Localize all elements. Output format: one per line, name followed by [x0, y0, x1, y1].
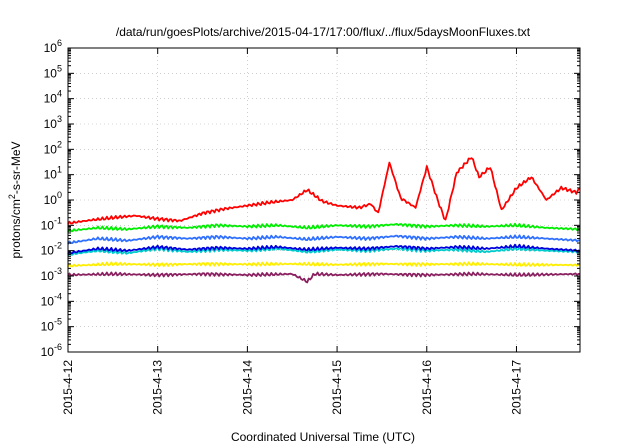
y-tick-label: 10-5 — [41, 317, 62, 334]
y-tick-label: 104 — [44, 89, 62, 106]
y-tick-label: 10-3 — [41, 266, 62, 283]
x-axis-label: Coordinated Universal Time (UTC) — [231, 430, 415, 444]
series-line — [67, 222, 581, 233]
y-tick-label: 10-6 — [41, 342, 62, 359]
series-line — [67, 271, 581, 284]
series-line — [67, 246, 581, 256]
x-tick-label: 2015-4-16 — [420, 360, 434, 415]
series-layer — [67, 157, 581, 284]
x-tick-label: 2015-4-13 — [151, 360, 165, 415]
y-tick-label: 106 — [44, 38, 62, 55]
series-line — [67, 234, 581, 245]
y-axis-label: protons/cm2-s-sr-MeV — [7, 141, 23, 258]
x-tick-label: 2015-4-15 — [330, 360, 344, 415]
series-line — [67, 157, 581, 225]
x-tick-label: 2015-4-14 — [240, 360, 254, 415]
tick-layer — [67, 47, 580, 353]
y-tick-label: 102 — [44, 139, 62, 156]
x-tick-label: 2015-4-12 — [61, 360, 75, 415]
x-tick-label: 2015-4-17 — [509, 360, 523, 415]
y-tick-label: 10-1 — [41, 215, 62, 232]
y-tick-labels: 10-6 10-5 10-4 10-3 10-2 10-1 100 101 102 103 104 1… — [41, 38, 62, 359]
y-tick-label: 105 — [44, 63, 62, 80]
grid-layer — [67, 48, 580, 352]
chart-title: /data/run/goesPlots/archive/2015-04-17/1… — [116, 25, 531, 39]
y-tick-label: 103 — [44, 114, 62, 131]
y-tick-label: 101 — [44, 165, 62, 182]
y-tick-label: 10-2 — [41, 241, 62, 258]
series-line — [67, 261, 581, 268]
x-tick-labels: 2015-4-12 2015-4-13 2015-4-14 2015-4-15 2015… — [61, 360, 523, 415]
series-line — [67, 243, 581, 255]
y-tick-label: 10-4 — [41, 291, 62, 308]
y-tick-label: 100 — [44, 190, 62, 207]
